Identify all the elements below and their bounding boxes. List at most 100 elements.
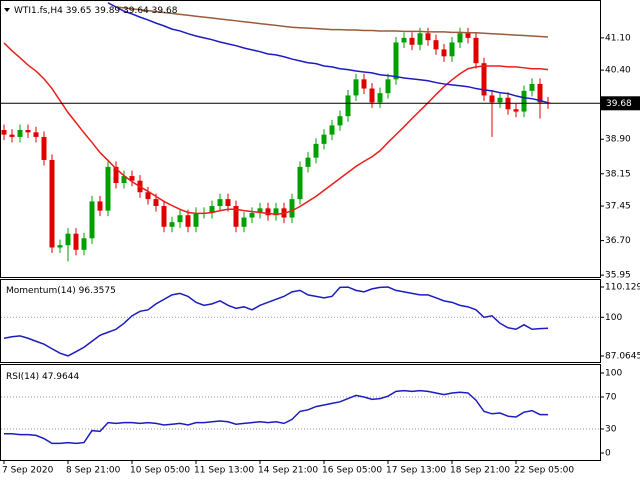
candle-body (249, 212, 255, 218)
candle-body (17, 130, 23, 137)
moving-average (3, 42, 549, 216)
candle-body (89, 201, 95, 239)
indicator: RSI(14) (6, 372, 39, 382)
candle-body (121, 176, 127, 184)
x-tick-label: 11 Sep 13:00 (194, 466, 254, 476)
candle-body (145, 192, 151, 200)
candle-body (473, 37, 479, 64)
candle-body (177, 215, 183, 223)
candle-body (409, 37, 415, 45)
candle-body (529, 83, 535, 91)
candle-body (161, 206, 167, 227)
candle-body (353, 79, 359, 96)
candle-body (153, 199, 159, 207)
momentum-title: Momentum(14) 96.3575 (6, 286, 116, 296)
candle-body (345, 95, 351, 117)
candle-body (425, 33, 431, 41)
candle-body (241, 217, 247, 227)
candle-body (1, 130, 7, 135)
indicator-line (4, 389, 549, 445)
symbol: WTI1.fs,H4 (14, 6, 63, 16)
candle-body (209, 206, 215, 213)
last-price-box (601, 96, 640, 111)
candle-body (449, 42, 455, 57)
candle-body (49, 159, 55, 248)
candle-body (393, 42, 399, 80)
candle-body (313, 143, 319, 158)
candle-body (465, 33, 471, 38)
rsi-panel (0, 364, 601, 461)
y-tick-label: 37.45 (605, 202, 631, 212)
candle-body (73, 233, 79, 250)
candle-body (57, 245, 63, 248)
candle-body (441, 49, 447, 57)
open: 39.65 (66, 6, 92, 16)
candle-body (433, 40, 439, 50)
x-tick-label: 22 Sep 05:00 (514, 466, 574, 476)
y-tick-label: 38.15 (605, 169, 631, 179)
y-tick-label: 41.10 (605, 33, 631, 43)
moving-average (115, 6, 549, 38)
candle-body (33, 132, 39, 137)
y-tick-label: 110.1296 (605, 283, 640, 293)
y-tick-label: 70 (605, 393, 617, 403)
y-tick-label: 87.0645 (605, 352, 640, 362)
candle-body (65, 233, 71, 246)
last-price-label: 39.68 (606, 99, 632, 109)
candle-body (401, 37, 407, 43)
y-tick-label: 40.40 (605, 66, 631, 76)
candle-body (193, 212, 199, 227)
candle-body (225, 199, 231, 207)
candle-body (329, 125, 335, 135)
x-tick-label: 14 Sep 21:00 (258, 466, 318, 476)
candle-body (265, 208, 271, 216)
candle-body (513, 109, 519, 112)
candle-body (105, 166, 111, 211)
candle-body (273, 208, 279, 216)
y-tick-label: 35.95 (605, 271, 631, 281)
candle-body (217, 199, 223, 207)
y-tick-label: 0 (605, 449, 611, 459)
candle-body (169, 222, 175, 227)
candle-body (481, 63, 487, 96)
candle-body (497, 97, 503, 103)
y-tick-label: 38.90 (605, 135, 631, 145)
close: 39.68 (152, 6, 178, 16)
candle-body (385, 79, 391, 94)
candle-body (257, 208, 263, 213)
candle-body (361, 79, 367, 89)
candle-body (289, 199, 295, 218)
x-tick-label: 18 Sep 21:00 (450, 466, 510, 476)
high: 39.89 (94, 6, 120, 16)
indicator-line (3, 286, 549, 357)
x-tick-label: 8 Sep 21:00 (66, 466, 121, 476)
header: WTI1.fs,H4 39.65 39.89 39.64 39.68 (14, 6, 178, 16)
momentum-panel (0, 279, 601, 363)
indicator-value: 47.9644 (42, 372, 79, 382)
x-tick-label: 17 Sep 13:00 (386, 466, 446, 476)
x-tick-label: 7 Sep 2020 (2, 466, 54, 476)
indicator: Momentum(14) (6, 286, 76, 296)
candle-body (369, 88, 375, 103)
candle-body (81, 238, 87, 250)
candle-body (417, 33, 423, 45)
candle-body (113, 166, 119, 184)
candle-body (337, 116, 343, 126)
candle-body (97, 201, 103, 211)
candle-body (129, 176, 135, 181)
x-tick-label: 10 Sep 05:00 (130, 466, 190, 476)
candle-body (185, 215, 191, 227)
candle-body (233, 206, 239, 227)
candle-body (457, 33, 463, 43)
x-tick-label: 16 Sep 05:00 (322, 466, 382, 476)
candle-body (489, 95, 495, 103)
candle-body (521, 90, 527, 112)
candle-body (25, 130, 31, 133)
menu-arrow (4, 8, 10, 12)
candle-body (537, 83, 543, 103)
candle-body (297, 166, 303, 200)
low: 39.64 (123, 6, 149, 16)
rsi-title: RSI(14) 47.9644 (6, 372, 79, 382)
